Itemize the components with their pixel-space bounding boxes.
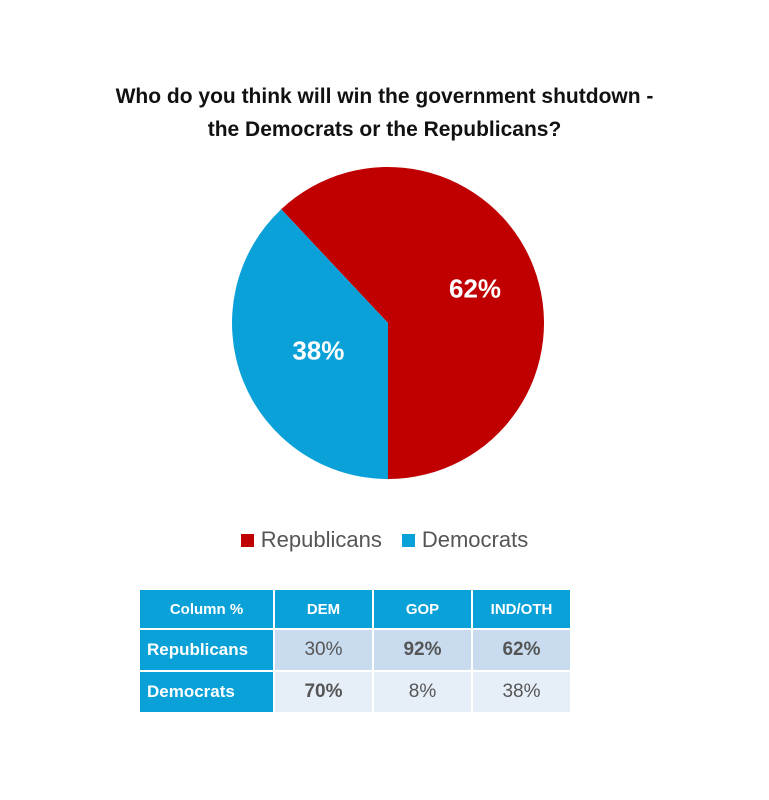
- legend-item-democrats: Democrats: [401, 527, 529, 553]
- table-header-row: Column % DEM GOP IND/OTH: [140, 590, 570, 628]
- table-row-header-republicans: Republicans: [140, 630, 273, 670]
- table-cell-republicans-gop: 92%: [374, 630, 471, 670]
- pie-label-democrats: 38%: [292, 336, 344, 366]
- table-corner-header: Column %: [140, 590, 273, 628]
- table-col-header-ind-oth: IND/OTH: [473, 590, 570, 628]
- chart-title-line-2: the Democrats or the Republicans?: [207, 118, 562, 141]
- crosstab-table: Column % DEM GOP IND/OTH Republicans 30%…: [138, 588, 572, 714]
- legend-label-republicans: Republicans: [260, 527, 382, 552]
- table-col-header-dem: DEM: [275, 590, 372, 628]
- chart-legend: Republicans Democrats: [0, 527, 769, 553]
- chart-title-line-1: Who do you think will win the government…: [115, 85, 654, 108]
- legend-item-republicans: Republicans: [240, 527, 382, 553]
- legend-swatch-republicans: [240, 533, 254, 547]
- table-cell-democrats-ind-oth: 38%: [473, 672, 570, 712]
- legend-label-democrats: Democrats: [421, 527, 529, 552]
- legend-swatch-democrats: [401, 533, 415, 547]
- table-cell-republicans-ind-oth: 62%: [473, 630, 570, 670]
- table-cell-democrats-dem: 70%: [275, 672, 372, 712]
- pie-chart: 62% 38%: [232, 166, 545, 480]
- table-row-header-democrats: Democrats: [140, 672, 273, 712]
- table-col-header-gop: GOP: [374, 590, 471, 628]
- table-cell-democrats-gop: 8%: [374, 672, 471, 712]
- table-cell-republicans-dem: 30%: [275, 630, 372, 670]
- chart-title: Who do you think will win the government…: [0, 80, 769, 146]
- pie-label-republicans: 62%: [449, 274, 501, 304]
- pie-slice-democrats: [232, 209, 388, 480]
- table-row-democrats: Democrats 70% 8% 38%: [140, 672, 570, 712]
- table-row-republicans: Republicans 30% 92% 62%: [140, 630, 570, 670]
- pie-slice-republicans: [281, 166, 545, 479]
